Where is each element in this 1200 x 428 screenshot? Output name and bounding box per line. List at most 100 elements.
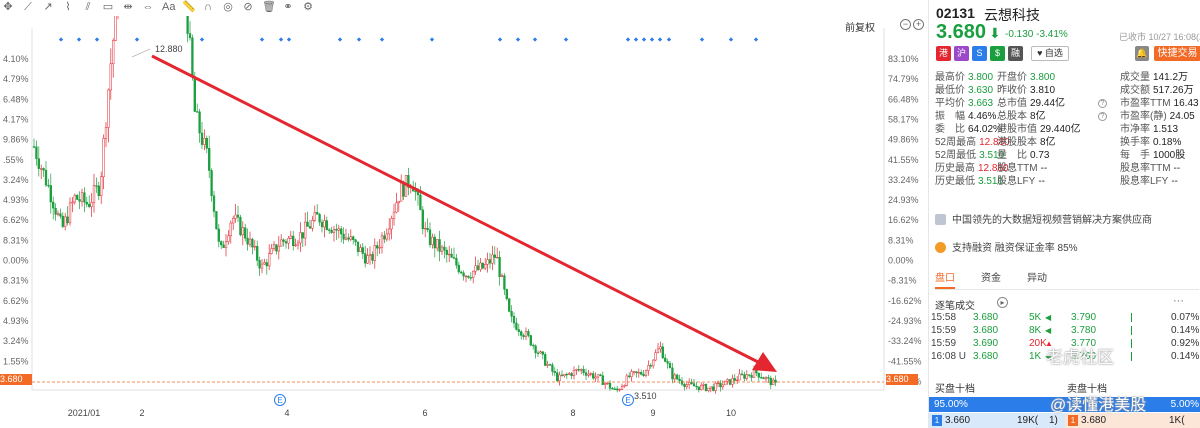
more-icon[interactable]: ··· (1173, 295, 1184, 307)
event-dot[interactable] (563, 37, 569, 42)
crosshair-icon[interactable]: ✥ (3, 1, 13, 13)
tab-0[interactable]: 盘口 (935, 270, 955, 289)
candle-body (661, 346, 664, 359)
arrow-range-icon[interactable]: ⇹ (123, 1, 133, 13)
candle-body (460, 271, 463, 274)
bid-level[interactable]: 1 3.660 19K( 1) (929, 413, 1065, 428)
trend-arrow-line[interactable] (151, 54, 763, 366)
candle-body (37, 158, 40, 169)
trendline-icon[interactable]: ⟋ (24, 1, 32, 13)
event-dot[interactable] (278, 37, 284, 42)
rectangle-icon[interactable]: ▭ (102, 1, 114, 13)
settings-icon[interactable]: ⚙ (303, 1, 313, 13)
event-dot[interactable] (286, 37, 292, 42)
alert-bell-icon[interactable]: 🔔 (1135, 46, 1149, 61)
market-badge[interactable]: 沪 (954, 46, 969, 61)
event-dot[interactable] (699, 37, 705, 42)
tab-1[interactable]: 资金 (981, 273, 1001, 284)
quote-cell: 成交量 141.2万 (1120, 71, 1188, 84)
candle-body (659, 346, 662, 350)
event-dot[interactable] (134, 37, 140, 42)
right-axis-tick: -33.24% (888, 336, 922, 346)
link-icon[interactable]: ⚭ (283, 1, 293, 13)
event-dot[interactable] (633, 37, 639, 42)
event-marker-icon[interactable] (274, 394, 286, 406)
market-badge[interactable]: 融 (1008, 46, 1023, 61)
candle-body (383, 235, 386, 240)
zoom-out-icon[interactable]: − (900, 19, 911, 30)
fast-trade-button[interactable]: 快捷交易 (1154, 46, 1200, 61)
event-dot[interactable] (199, 37, 205, 42)
eye-icon[interactable]: ◎ (223, 1, 233, 13)
trend-arrow-head[interactable] (752, 352, 777, 372)
ticks-expand-icon[interactable]: ▸ (997, 297, 1008, 308)
event-dot[interactable] (657, 37, 663, 42)
trash-icon[interactable]: 🗑 (262, 1, 276, 13)
event-dot[interactable] (666, 37, 672, 42)
candle-body (673, 374, 676, 380)
price-adjust-toggle[interactable]: 前复权 (845, 23, 875, 34)
ruler-icon[interactable]: 📏 (182, 1, 196, 13)
quote-cell: 股息LFY -- (997, 175, 1045, 188)
event-dot[interactable] (429, 37, 435, 42)
event-dot[interactable] (515, 37, 521, 42)
candle-body (745, 374, 748, 379)
event-dot[interactable] (625, 37, 631, 42)
event-dot[interactable] (337, 37, 343, 42)
pe-static-info-icon[interactable]: ? (1098, 112, 1107, 121)
magnet-icon[interactable]: ∩ (204, 1, 212, 13)
add-watchlist-button[interactable]: ♥ 自选 (1031, 46, 1069, 61)
candle-body (452, 257, 456, 259)
event-dot[interactable] (532, 37, 538, 42)
kline-chart-svg[interactable]: 4.10% 4.79% 6.48% 4.17% 9.86% .55% 3.24% 4.93% 6… (0, 16, 926, 428)
event-marker-icon[interactable] (622, 394, 634, 406)
quote-value: 3.510 (979, 150, 1005, 161)
market-badge[interactable]: 港 (936, 46, 951, 61)
event-dot[interactable] (259, 37, 265, 42)
event-dot[interactable] (76, 37, 82, 42)
event-dot[interactable] (728, 37, 734, 42)
candle-body (640, 372, 643, 375)
event-dot[interactable] (497, 37, 503, 42)
quote-row: 最高价 3.800 开盘价 3.800 成交量 141.2万 (935, 71, 1200, 84)
zoom-in-icon[interactable]: + (913, 19, 924, 30)
kline-chart[interactable]: 4.10% 4.79% 6.48% 4.17% 9.86% .55% 3.24% 4.93% 6… (0, 16, 926, 428)
ray-icon[interactable]: ↗ (43, 1, 53, 13)
company-description-row[interactable]: 中国领先的大数据短视频营销解决方案供应商 (935, 212, 1199, 230)
polyline-icon[interactable]: ⌇ (65, 1, 71, 13)
right-axis-tick: 74.79% (888, 74, 919, 84)
text-icon[interactable]: Aa (162, 1, 176, 13)
delete-icon[interactable]: ⊘ (243, 1, 253, 13)
event-dot[interactable] (356, 37, 362, 42)
quote-cell: 总股本 8亿 (997, 110, 1046, 123)
market-badge[interactable]: $ (990, 46, 1005, 61)
quote-label: 每 手 (1120, 150, 1150, 161)
event-dot[interactable] (641, 37, 647, 42)
event-dot[interactable] (379, 37, 385, 42)
tick-volume: 1K (1029, 351, 1042, 362)
event-dot[interactable] (649, 37, 655, 42)
candle-body (215, 211, 218, 230)
event-dot[interactable] (94, 37, 100, 42)
candle-body (109, 63, 112, 91)
candle-body (539, 351, 542, 354)
parallel-lines-icon[interactable]: ⫽ (85, 1, 91, 13)
tab-2[interactable]: 异动 (1027, 273, 1047, 284)
left-axis-tick: 8.31% (3, 235, 29, 245)
candle-body (707, 387, 710, 392)
event-dot[interactable] (58, 37, 64, 42)
candle-body (59, 213, 62, 217)
measure-icon[interactable]: ⇔ (142, 1, 154, 13)
candle-body (390, 218, 393, 230)
quote-cell: 港股股本 8亿 (997, 136, 1056, 149)
left-axis-tick: 0.00% (3, 256, 29, 266)
quote-cell: 委 比 64.02% (935, 123, 1002, 136)
candle-body (736, 379, 739, 382)
low-price-label: 3.510 (634, 391, 657, 401)
event-dot[interactable] (753, 37, 759, 42)
margin-info-row[interactable]: 支持融资 融资保证金率 85% (935, 240, 1199, 258)
market-badge[interactable]: S (972, 46, 987, 61)
pe-ttm-info-icon[interactable]: ? (1098, 99, 1107, 108)
candle-body (685, 384, 688, 387)
ask-level[interactable]: 1 3.680 1K( (1065, 413, 1200, 428)
